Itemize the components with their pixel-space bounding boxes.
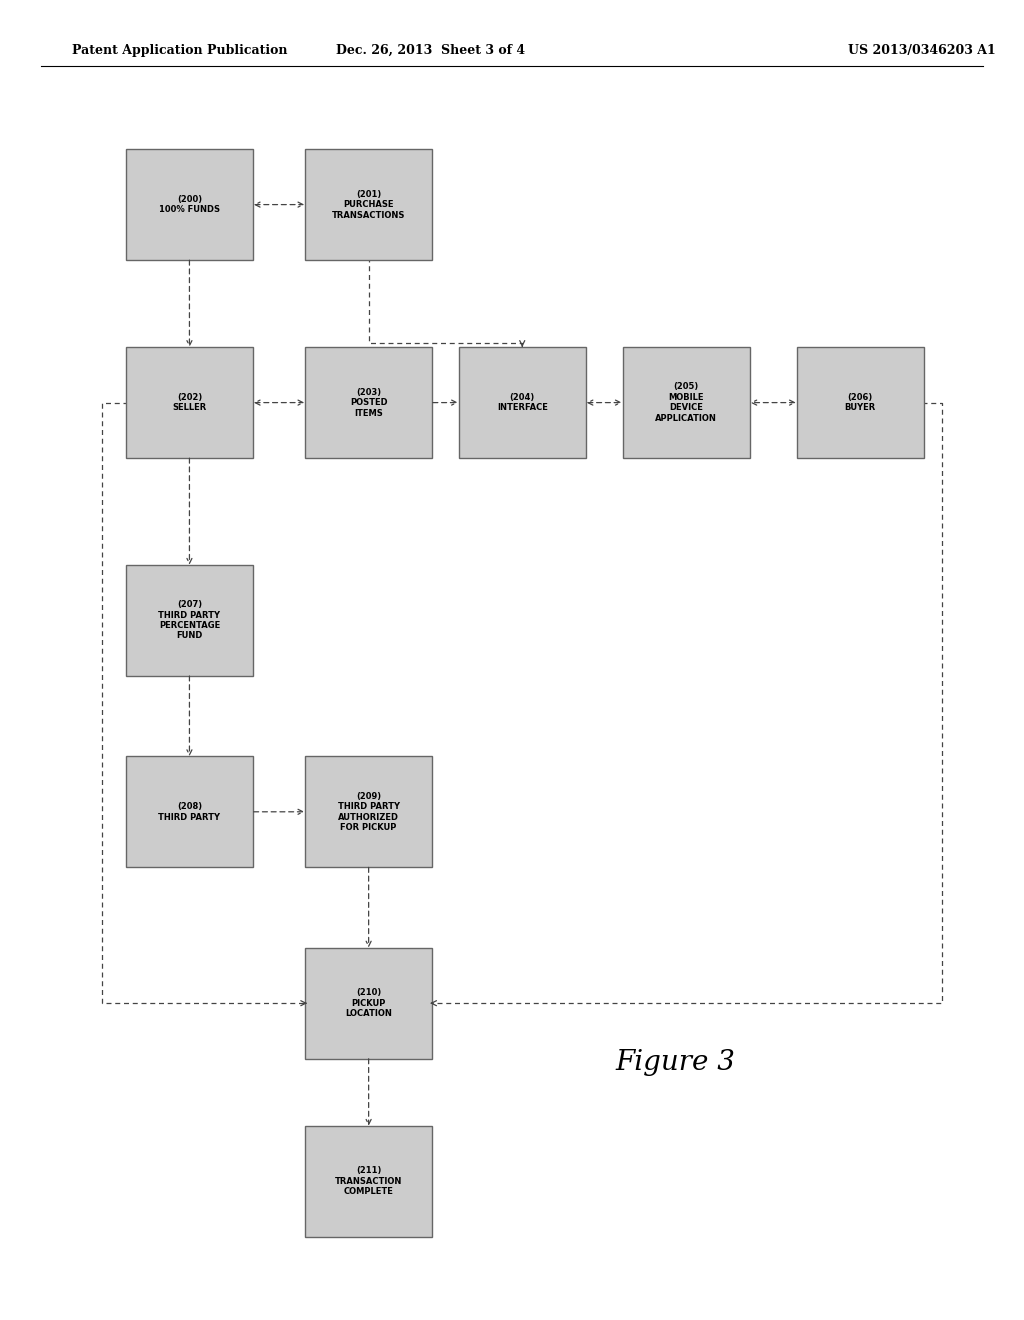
Text: (207)
THIRD PARTY
PERCENTAGE
FUND: (207) THIRD PARTY PERCENTAGE FUND bbox=[159, 601, 220, 640]
Text: Dec. 26, 2013  Sheet 3 of 4: Dec. 26, 2013 Sheet 3 of 4 bbox=[336, 44, 524, 57]
FancyBboxPatch shape bbox=[305, 756, 432, 867]
Text: (202)
SELLER: (202) SELLER bbox=[172, 393, 207, 412]
FancyBboxPatch shape bbox=[623, 347, 750, 458]
FancyBboxPatch shape bbox=[126, 347, 253, 458]
Text: (201)
PURCHASE
TRANSACTIONS: (201) PURCHASE TRANSACTIONS bbox=[332, 190, 406, 219]
Text: (208)
THIRD PARTY: (208) THIRD PARTY bbox=[159, 803, 220, 821]
FancyBboxPatch shape bbox=[126, 565, 253, 676]
Text: Figure 3: Figure 3 bbox=[615, 1049, 736, 1076]
FancyBboxPatch shape bbox=[126, 756, 253, 867]
Text: Patent Application Publication: Patent Application Publication bbox=[72, 44, 287, 57]
FancyBboxPatch shape bbox=[797, 347, 924, 458]
FancyBboxPatch shape bbox=[305, 149, 432, 260]
Text: (205)
MOBILE
DEVICE
APPLICATION: (205) MOBILE DEVICE APPLICATION bbox=[655, 383, 717, 422]
Text: (209)
THIRD PARTY
AUTHORIZED
FOR PICKUP: (209) THIRD PARTY AUTHORIZED FOR PICKUP bbox=[338, 792, 399, 832]
FancyBboxPatch shape bbox=[126, 149, 253, 260]
FancyBboxPatch shape bbox=[305, 1126, 432, 1237]
Text: (203)
POSTED
ITEMS: (203) POSTED ITEMS bbox=[350, 388, 387, 417]
Text: (211)
TRANSACTION
COMPLETE: (211) TRANSACTION COMPLETE bbox=[335, 1167, 402, 1196]
Text: (210)
PICKUP
LOCATION: (210) PICKUP LOCATION bbox=[345, 989, 392, 1018]
FancyBboxPatch shape bbox=[305, 948, 432, 1059]
Text: US 2013/0346203 A1: US 2013/0346203 A1 bbox=[848, 44, 995, 57]
FancyBboxPatch shape bbox=[459, 347, 586, 458]
Text: (204)
INTERFACE: (204) INTERFACE bbox=[497, 393, 548, 412]
FancyBboxPatch shape bbox=[305, 347, 432, 458]
Text: (200)
100% FUNDS: (200) 100% FUNDS bbox=[159, 195, 220, 214]
Text: (206)
BUYER: (206) BUYER bbox=[845, 393, 876, 412]
